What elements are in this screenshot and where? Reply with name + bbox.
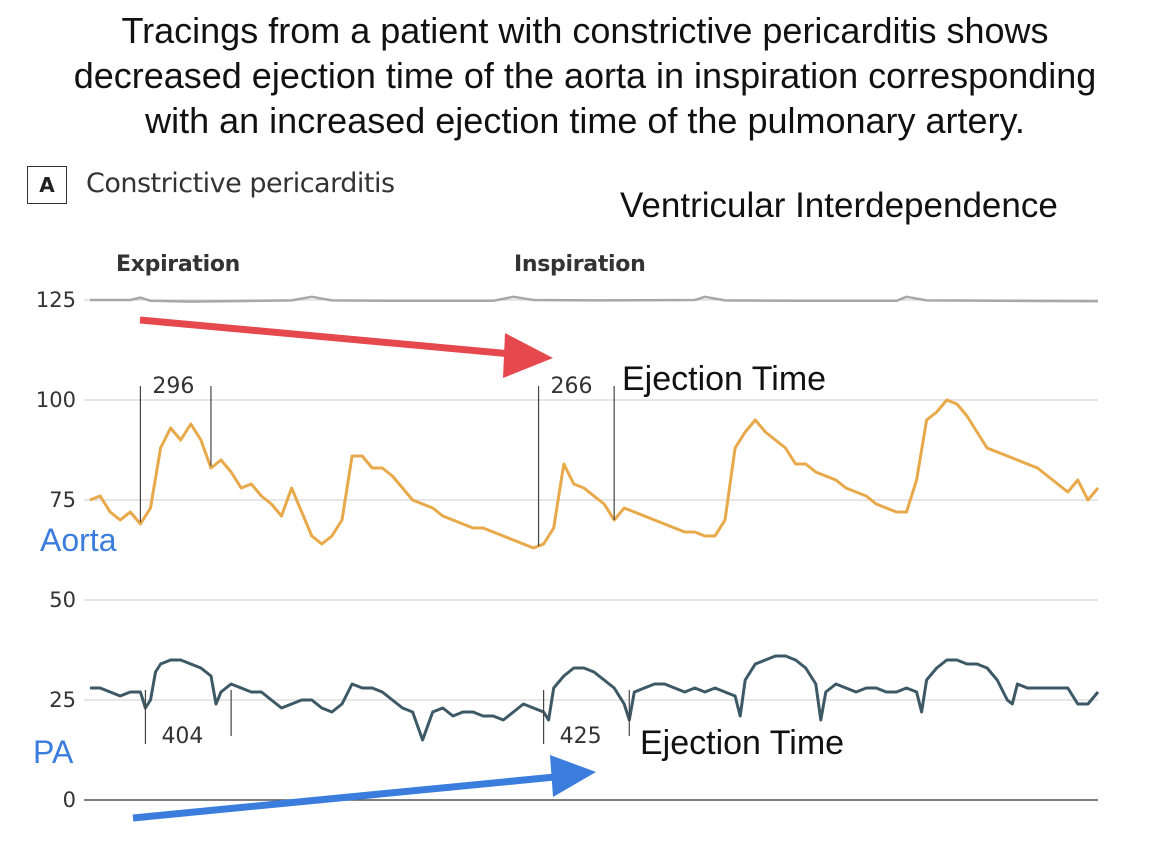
series-line-pa [90, 654, 1100, 742]
panel-letter: A [27, 166, 67, 204]
panel-title: Constrictive pericarditis [86, 168, 395, 199]
measure-label-aorta-expiration: 296 [152, 374, 194, 399]
measure-label-aorta-inspiration: 266 [551, 374, 593, 399]
measure-label-pa-inspiration: 425 [560, 724, 602, 749]
series-lines [89, 295, 1100, 742]
pa-series-label: PA [33, 734, 74, 770]
blue-arrow-head [550, 755, 596, 797]
blue-arrow-shaft [132, 773, 556, 822]
y-tick-label: 0 [63, 788, 76, 812]
y-axis-ticks: 0 25 50 75 100 125 [36, 288, 76, 812]
inspiration-label: Inspiration [514, 252, 646, 277]
y-tick-label: 25 [49, 688, 76, 712]
red-arrow-shaft [139, 316, 513, 358]
series-line-respiration [90, 295, 1099, 303]
caption-line-2: decreased ejection time of the aorta in … [73, 55, 1097, 96]
ventricular-interdependence-label: Ventricular Interdependence [620, 186, 1058, 225]
y-tick-label: 125 [36, 288, 76, 312]
red-arrow-head [503, 333, 553, 378]
expiration-label: Expiration [116, 252, 241, 277]
figure-caption: Tracings from a patient with constrictiv… [0, 8, 1170, 143]
aorta-series-label: Aorta [40, 522, 117, 558]
caption-line-3: with an increased ejection time of the p… [145, 100, 1025, 141]
arrows [132, 316, 596, 822]
series-line-aorta [89, 398, 1100, 550]
aorta-ejection-time-label: Ejection Time [622, 360, 827, 398]
measure-label-pa-expiration: 404 [161, 724, 203, 749]
y-tick-label: 100 [36, 388, 76, 412]
pa-ejection-time-label: Ejection Time [640, 724, 845, 762]
caption-line-1: Tracings from a patient with constrictiv… [121, 10, 1049, 51]
ejection-time-measurements: 296 266 404 425 [139, 374, 630, 749]
y-tick-label: 75 [49, 488, 76, 512]
y-tick-label: 50 [49, 588, 76, 612]
